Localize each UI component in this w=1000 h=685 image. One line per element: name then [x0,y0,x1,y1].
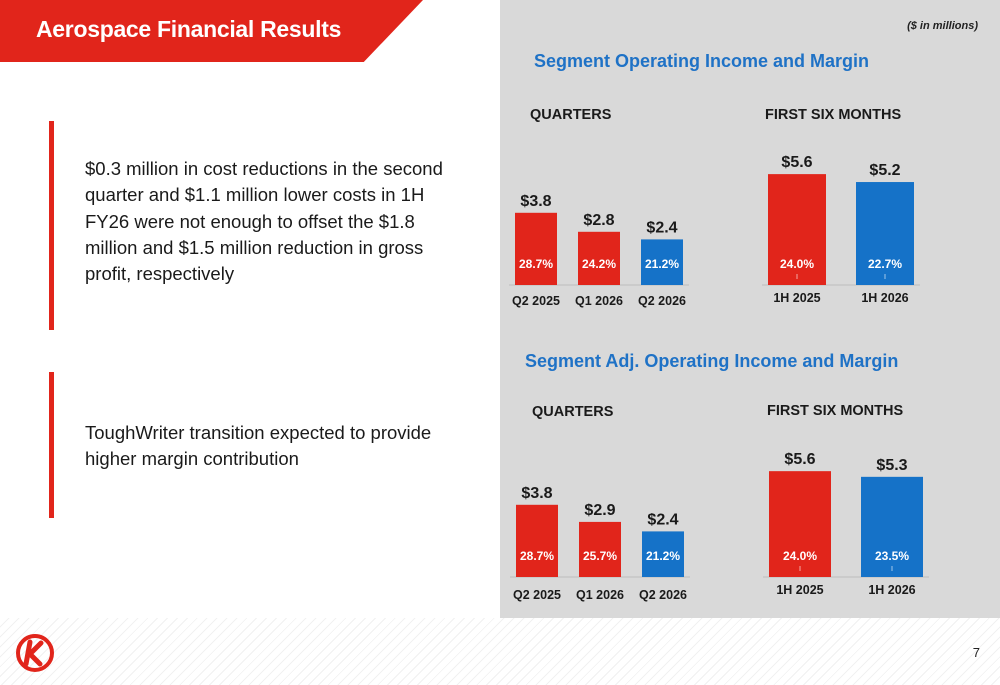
section-title-adj-operating-income: Segment Adj. Operating Income and Margin [525,351,899,371]
category-tick-label: Q2 2026 [639,588,687,602]
bar-margin-label: 24.0% [780,257,814,271]
bullet-text-2: ToughWriter transition expected to provi… [85,422,432,470]
bar-value-label: $2.4 [646,219,677,236]
category-tick-label: 1H 2026 [868,583,915,597]
bar-value-label: $2.8 [583,212,614,229]
bar-value-label: $3.8 [521,485,552,502]
category-tick-label: Q2 2025 [513,588,561,602]
bar-margin-label: 21.2% [645,257,679,271]
page-number: 7 [972,645,980,660]
category-tick-label: 1H 2026 [861,291,908,305]
category-tick-label: 1H 2025 [773,291,820,305]
bullet-accent-bar-1 [49,121,54,330]
bar-value-label: $2.9 [584,502,615,519]
category-tick-label: Q2 2026 [638,294,686,308]
bar-value-label: $3.8 [520,193,551,210]
category-tick-label: Q2 2025 [512,294,560,308]
bullet-text-1: $0.3 million in cost reductions in the s… [85,158,443,285]
bar [642,531,684,577]
bar-value-label: $5.6 [784,451,815,468]
bar-margin-label: 21.2% [646,549,680,563]
bar [579,521,621,577]
quarters-label: QUARTERS [530,107,612,123]
bar-margin-label: 24.0% [783,549,817,563]
six-months-label: FIRST SIX MONTHS [767,403,904,419]
bar-margin-label: 22.7% [868,257,902,271]
section-title-operating-income: Segment Operating Income and Margin [534,51,870,71]
bar-margin-label: 25.7% [583,549,617,563]
bar-value-label: $5.2 [869,162,900,179]
bar [515,212,557,285]
category-tick-label: 1H 2025 [776,583,823,597]
bar [769,471,831,577]
bar-margin-label: 24.2% [582,257,616,271]
category-tick-label: Q1 2026 [576,588,624,602]
bar-value-label: $5.6 [781,154,812,171]
six-months-label: FIRST SIX MONTHS [765,107,902,123]
bar [516,504,558,577]
title-banner [0,0,423,62]
bar [641,239,683,285]
footer-background [0,618,1000,685]
bar-margin-label: 28.7% [520,549,554,563]
bar-value-label: $2.4 [647,511,678,528]
bullet-accent-bar-2 [49,372,54,518]
bar [856,182,914,285]
bar-margin-label: 28.7% [519,257,553,271]
quarters-label: QUARTERS [532,404,614,420]
bar [768,174,826,285]
bar-margin-label: 23.5% [875,549,909,563]
company-logo-icon [16,634,54,672]
units-note: ($ in millions) [907,20,978,32]
bar [578,231,620,285]
page-title: Aerospace Financial Results [36,16,342,42]
category-tick-label: Q1 2026 [575,294,623,308]
bar [861,476,923,577]
bar-value-label: $5.3 [876,457,907,474]
